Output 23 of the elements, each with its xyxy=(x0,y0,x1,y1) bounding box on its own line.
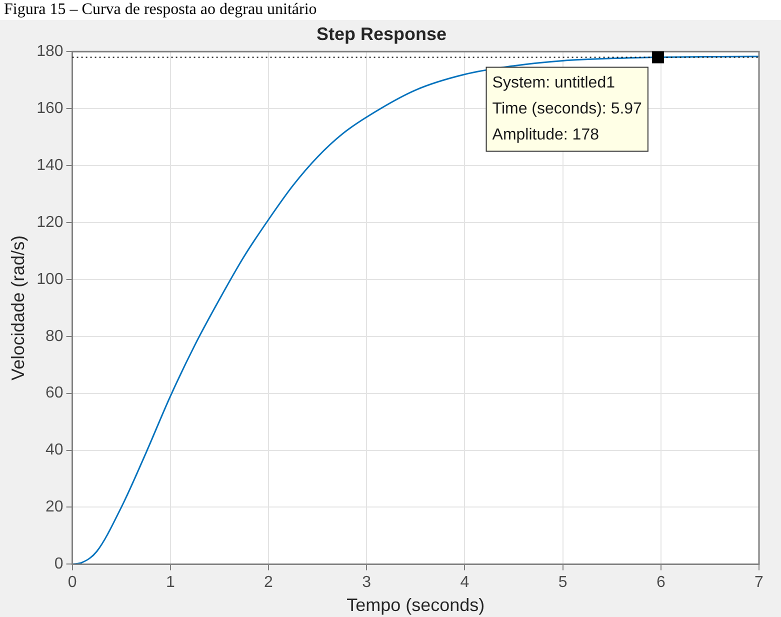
y-tick-label: 140 xyxy=(36,156,64,174)
x-tick-label: 3 xyxy=(362,574,372,592)
chart-title: Step Response xyxy=(316,24,447,44)
x-tick-label: 5 xyxy=(558,574,568,592)
y-tick-label: 20 xyxy=(46,498,64,516)
x-tick-label: 0 xyxy=(68,574,77,592)
x-tick-label: 6 xyxy=(656,574,666,592)
x-tick-label: 2 xyxy=(264,574,274,592)
y-axis-title: Velocidade (rad/s) xyxy=(8,235,28,380)
y-tick-label: 160 xyxy=(36,100,64,117)
x-axis-title: Tempo (seconds) xyxy=(346,595,485,616)
annotation: System: untitled1 Time (seconds): 5.97 Amplitude: 178 xyxy=(492,74,642,144)
x-tick-label: 4 xyxy=(460,574,470,592)
y-tick-label: 80 xyxy=(46,328,64,345)
x-tick-label: 7 xyxy=(754,574,764,592)
y-tick-label: 100 xyxy=(36,270,64,288)
x-tick-label: 1 xyxy=(166,574,175,592)
y-tick-label: 40 xyxy=(46,442,64,459)
y-tick-label: 0 xyxy=(54,556,64,573)
y-tick-label: 120 xyxy=(36,214,64,231)
y-tick-label: 180 xyxy=(36,43,64,60)
text: Figura 15 – Curva de resposta ao degrau unitário xyxy=(3,0,318,20)
y-tick-label: 60 xyxy=(46,384,64,402)
